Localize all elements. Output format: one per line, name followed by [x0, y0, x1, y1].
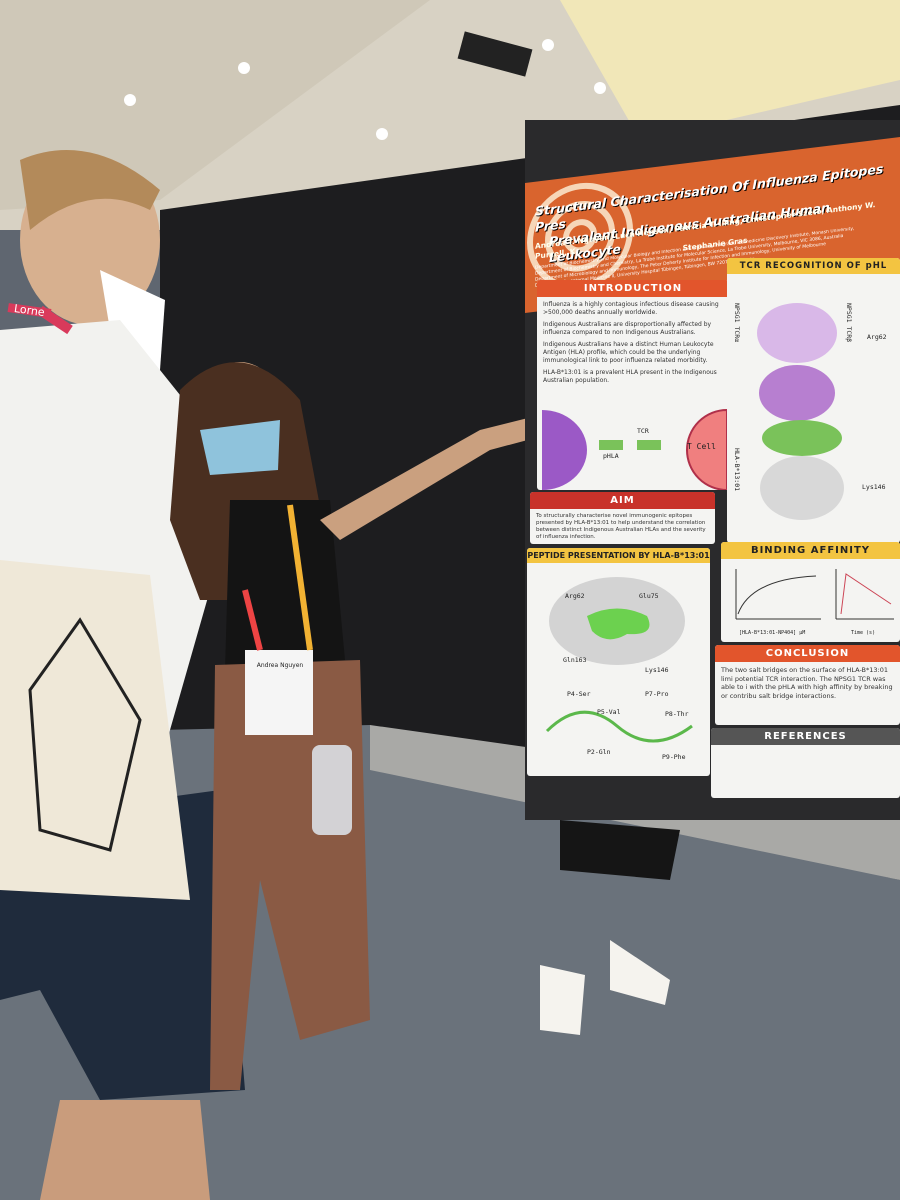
spotlight: [542, 39, 554, 51]
section-heading: REFERENCES: [711, 728, 900, 745]
badge-name: Andrea Nguyen: [256, 662, 304, 669]
peptide-figure: [545, 710, 693, 743]
ceiling-light: [560, 0, 900, 140]
aim-text: To structurally characterise novel immun…: [536, 513, 706, 540]
section-heading: INTRODUCTION: [537, 280, 729, 297]
binding-plots: [735, 569, 894, 620]
spotlight: [238, 62, 250, 74]
bullet: Indigenous Australians are disproportion…: [543, 321, 712, 336]
woman-arm: [320, 410, 565, 540]
ceiling-panel: [0, 0, 430, 210]
man-legs: [40, 1100, 210, 1200]
intro-box: INTRODUCTION Influenza is a highly conta…: [537, 280, 729, 490]
section-heading: PEPTIDE PRESENTATION BY HLA-B*13:01: [527, 548, 710, 563]
position: P8-Thr: [665, 710, 689, 718]
mask: [200, 420, 280, 475]
bullet: Influenza is a highly contagious infecti…: [543, 301, 719, 316]
residue: Lys146: [645, 666, 669, 674]
water-bottle: [312, 745, 352, 835]
section-heading: AIM: [530, 492, 715, 509]
lanyard: [287, 504, 313, 651]
binding-box: BINDING AFFINITY [HLA-B*13:01-NP404] µM …: [721, 542, 900, 642]
aim-box: AIM To structurally characterise novel i…: [530, 492, 715, 544]
man-hair: [20, 150, 160, 230]
sneaker: [540, 965, 585, 1035]
bullet: Indigenous Australians have a distinct H…: [543, 341, 714, 364]
tote-bag: [0, 560, 190, 900]
badge-card: [245, 650, 313, 735]
structure-figure: [757, 303, 844, 520]
peptide-box: PEPTIDE PRESENTATION BY HLA-B*13:01 Arg6…: [527, 548, 710, 776]
projector: [457, 31, 533, 77]
position: P4-Ser: [567, 690, 591, 698]
conclusion-text: The two salt bridges on the surface of H…: [721, 666, 893, 700]
bullet: HLA-B*13:01 is a prevalent HLA present i…: [543, 369, 717, 384]
position: P2-Gln: [587, 748, 611, 756]
references-box: REFERENCES: [711, 728, 900, 798]
spotlight: [124, 94, 136, 106]
residue: Arg62: [565, 592, 585, 600]
axis-label: [HLA-B*13:01-NP404] µM: [739, 630, 806, 636]
tcr-label: NPSG1 TCRα: [733, 303, 741, 343]
spotlight: [594, 82, 606, 94]
surface-figure: [549, 577, 685, 665]
residue: Gln163: [563, 656, 587, 664]
sneaker: [610, 940, 670, 1005]
tcr-label: NPSG1 TCRβ: [845, 303, 853, 343]
residue: Glu75: [639, 592, 659, 600]
tcr-label: HLA-B*13:01: [733, 448, 741, 492]
skirt: [560, 820, 680, 880]
poster: Structural Characterisation Of Influenza…: [525, 120, 900, 820]
lanyard: [242, 589, 263, 651]
tcr-label: Lys146: [862, 483, 886, 491]
axis-label: Time (s): [851, 630, 876, 636]
conclusion-box: CONCLUSION The two salt bridges on the s…: [715, 645, 900, 725]
tcr-box: TCR RECOGNITION OF pHL NPSG1 TCRα NPSG1 …: [727, 258, 900, 543]
tcr-label: Arg62: [867, 333, 887, 341]
position: P7-Pro: [645, 690, 669, 698]
section-heading: CONCLUSION: [715, 645, 900, 662]
diagram-label: pHLA: [603, 452, 619, 460]
spotlight: [376, 128, 388, 140]
position: P9-Phe: [662, 753, 686, 761]
bag-print: [28, 617, 142, 852]
diagram-label: T Cell: [687, 442, 716, 451]
position: P5-Val: [597, 708, 621, 716]
section-heading: TCR RECOGNITION OF pHL: [727, 258, 900, 274]
diagram-label: TCR: [637, 427, 649, 435]
section-heading: BINDING AFFINITY: [721, 542, 900, 559]
intro-diagram: [542, 408, 728, 490]
